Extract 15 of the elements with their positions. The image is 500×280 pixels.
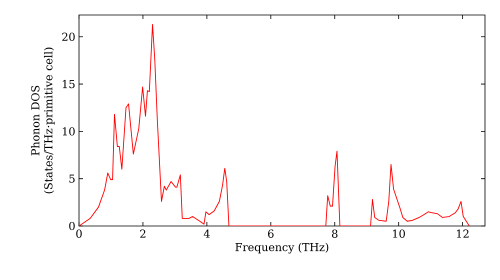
y-tick-label: 20 xyxy=(62,32,75,41)
x-tick-label: 2 xyxy=(140,230,146,238)
y-axis-title: Phonon DOS (States/THz·primitive cell) xyxy=(30,48,55,194)
x-tick-label: 8 xyxy=(332,230,338,238)
y-tick-label: 0 xyxy=(69,222,75,230)
line-series xyxy=(79,24,470,226)
x-tick-label: 6 xyxy=(268,230,274,238)
x-tick-label: 10 xyxy=(393,230,405,238)
y-tick-label: 15 xyxy=(62,80,75,88)
y-tick-label: 10 xyxy=(62,127,75,136)
y-tick-label: 5 xyxy=(69,174,75,183)
x-tick-label: 0 xyxy=(76,230,82,238)
x-tick-label: 4 xyxy=(204,230,210,238)
x-tick-label: 12 xyxy=(456,230,469,238)
x-axis-title: Frequency (THz) xyxy=(235,242,328,254)
